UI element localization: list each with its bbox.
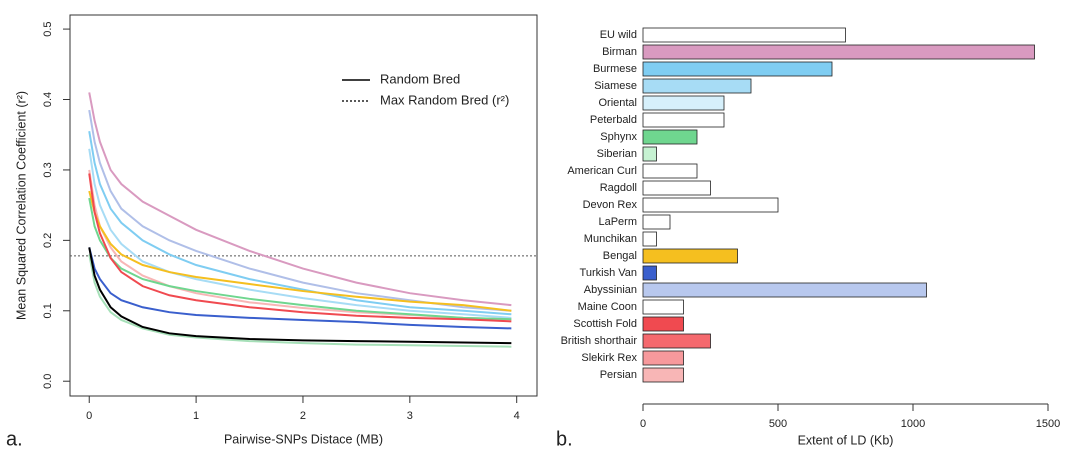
bar: [642, 282, 927, 298]
category-label: Sphynx: [600, 131, 637, 143]
x-tick-label: 0: [640, 418, 646, 430]
bar: [642, 231, 657, 247]
bar: [642, 367, 684, 383]
x-tick-label: 4: [514, 410, 520, 422]
x-tick-label: 500: [769, 418, 787, 430]
bar: [642, 61, 833, 77]
series-line: [88, 131, 512, 316]
category-label: LaPerm: [598, 216, 637, 228]
y-tick-label: 0.3: [42, 162, 54, 177]
category-label: Turkish Van: [580, 267, 637, 279]
category-label: Persian: [600, 369, 637, 381]
bar: [642, 44, 1035, 60]
y-tick-label: 0.1: [42, 303, 54, 318]
bar: [642, 146, 657, 162]
category-label: American Curl: [567, 165, 637, 177]
category-label: Scottish Fold: [573, 318, 637, 330]
series-line: [88, 148, 512, 319]
category-label: Peterbald: [590, 114, 637, 126]
x-tick-label: 1000: [901, 418, 925, 430]
legend-label: Max Random Bred (r²): [380, 92, 509, 107]
category-label: Siberian: [597, 148, 637, 160]
legend-label: Random Bred: [380, 71, 460, 86]
plot-frame: [69, 14, 538, 397]
x-tick-label: 3: [407, 410, 413, 422]
series-line: [88, 197, 512, 321]
series-line: [88, 173, 512, 323]
series-line: [88, 109, 512, 312]
bar: [642, 214, 671, 230]
category-label: Slekirk Rex: [581, 352, 637, 364]
bar: [642, 197, 779, 213]
x-tick-label: 1500: [1036, 418, 1060, 430]
y-axis-title: Mean Squared Correlation Coefficient (r²…: [14, 91, 28, 320]
category-label: British shorthair: [561, 335, 638, 347]
bar: [642, 129, 698, 145]
x-tick-label: 1: [193, 410, 199, 422]
panel-label: a.: [6, 428, 23, 450]
bar: [642, 248, 738, 264]
y-tick-label: 0.2: [42, 233, 54, 248]
series-line: [88, 254, 512, 348]
bar: [642, 265, 657, 281]
bar: [642, 180, 711, 196]
x-tick-label: 2: [300, 410, 306, 422]
y-tick-label: 0.4: [42, 92, 54, 107]
category-label: Abyssinian: [584, 284, 637, 296]
bar: [642, 95, 725, 111]
series-line: [88, 247, 512, 330]
bar: [642, 316, 684, 332]
category-label: Maine Coon: [578, 301, 637, 313]
x-axis-title: Pairwise-SNPs Distace (MB): [224, 432, 383, 446]
category-label: Oriental: [598, 97, 637, 109]
series-line: [88, 247, 512, 345]
bar: [642, 299, 684, 315]
category-label: Birman: [602, 46, 637, 58]
bar: [642, 163, 698, 179]
y-tick-label: 0.0: [42, 374, 54, 389]
category-label: Munchikan: [584, 233, 637, 245]
x-axis-title: Extent of LD (Kb): [798, 433, 894, 447]
bar: [642, 27, 846, 43]
x-tick-label: 0: [86, 410, 92, 422]
series-line: [88, 190, 512, 312]
category-label: Bengal: [603, 250, 637, 262]
y-tick-label: 0.5: [42, 21, 54, 36]
category-label: Ragdoll: [600, 182, 637, 194]
category-label: EU wild: [600, 29, 637, 41]
series-line: [88, 92, 512, 307]
category-label: Devon Rex: [583, 199, 638, 211]
bar: [642, 78, 752, 94]
bar: [642, 112, 725, 128]
bar: [642, 350, 684, 366]
category-label: Burmese: [593, 63, 637, 75]
panel-label: b.: [556, 428, 573, 450]
bar: [642, 333, 711, 349]
category-label: Siamese: [594, 80, 637, 92]
